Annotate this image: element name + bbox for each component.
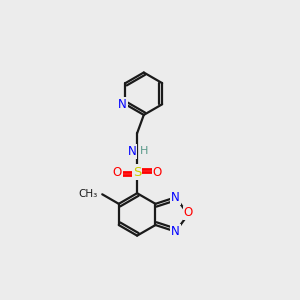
Text: N: N bbox=[171, 225, 180, 238]
Text: N: N bbox=[171, 191, 180, 204]
Text: N: N bbox=[128, 146, 136, 158]
Text: O: O bbox=[112, 166, 122, 178]
Text: CH₃: CH₃ bbox=[79, 189, 98, 199]
Text: O: O bbox=[184, 206, 193, 220]
Text: S: S bbox=[133, 166, 141, 178]
Text: H: H bbox=[140, 146, 148, 156]
Text: N: N bbox=[118, 98, 127, 111]
Text: O: O bbox=[153, 166, 162, 178]
